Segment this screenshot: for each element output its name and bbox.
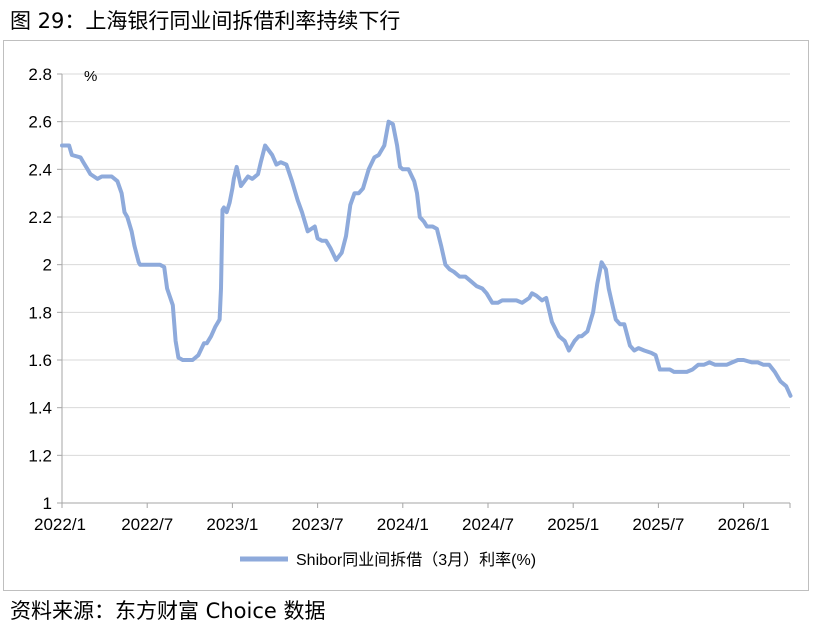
- y-axis-ticks: 1 1.2 1.4 1.6 1.8 2 2.2 2.4 2.6 2.8: [28, 65, 62, 513]
- grid-lines: [62, 73, 790, 456]
- y-tick-label: 2.6: [28, 113, 52, 132]
- y-tick-label: 2: [43, 256, 52, 275]
- y-tick-label: 1: [43, 494, 52, 513]
- x-tick-label: 2022/7: [121, 515, 173, 534]
- y-tick-label: 2.2: [28, 208, 52, 227]
- y-tick-label: 2.4: [28, 160, 52, 179]
- y-tick-label: 1.8: [28, 303, 52, 322]
- x-tick-label: 2022/1: [34, 515, 86, 534]
- y-tick-label: 1.2: [28, 446, 52, 465]
- chart-frame: [3, 40, 809, 591]
- x-axis-ticks: 2022/1 2022/7 2023/1 2023/7 2024/1 2024/7 2025…: [34, 503, 791, 534]
- x-tick-label: 2024/1: [377, 515, 429, 534]
- y-tick-label: 2.8: [28, 65, 52, 84]
- x-tick-label: 2023/7: [292, 515, 344, 534]
- legend: Shibor同业间拆借（3月）利率(%): [240, 551, 536, 569]
- source-note: 资料来源：东方财富 Choice 数据: [10, 599, 326, 623]
- x-tick-label: 2026/1: [718, 515, 770, 534]
- y-tick-label: 1.6: [28, 351, 52, 370]
- x-tick-label: 2025/1: [547, 515, 599, 534]
- x-tick-label: 2025/7: [632, 515, 684, 534]
- y-axis-unit-label: %: [84, 68, 97, 85]
- x-tick-label: 2023/1: [206, 515, 258, 534]
- legend-label: Shibor同业间拆借（3月）利率(%): [296, 551, 536, 569]
- x-tick-label: 2024/7: [462, 515, 514, 534]
- figure-title: 图 29：上海银行同业间拆借利率持续下行: [10, 9, 401, 33]
- y-tick-label: 1.4: [28, 399, 52, 418]
- series-line-shibor-3m: [60, 119, 793, 398]
